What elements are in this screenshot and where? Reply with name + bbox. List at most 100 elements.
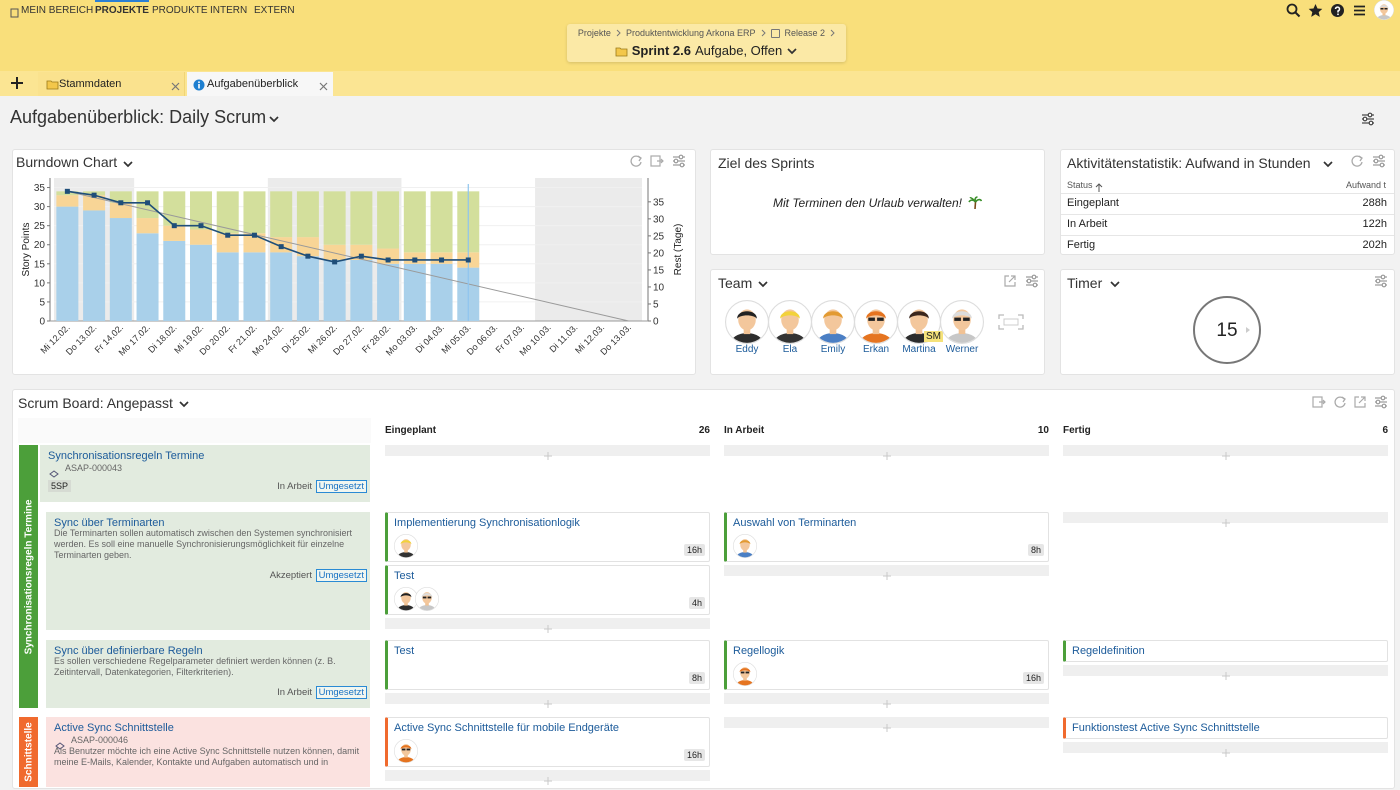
avatar[interactable]: [1374, 0, 1394, 20]
story-title[interactable]: Active Sync Schnittstelle: [54, 722, 174, 734]
tab[interactable]: Stammdaten: [38, 72, 185, 96]
help-icon[interactable]: [1330, 3, 1345, 18]
breadcrumb-item[interactable]: Release 2: [784, 28, 826, 38]
task-title[interactable]: Active Sync Schnittstelle für mobile End…: [394, 722, 620, 734]
task-card[interactable]: Regellogik 16h: [724, 640, 1049, 690]
story-card[interactable]: Synchronisationsregeln Termine ASAP-00004…: [40, 445, 370, 502]
task-card[interactable]: Regeldefinition: [1063, 640, 1388, 662]
close-tab[interactable]: [318, 79, 329, 91]
value-cell: 202h: [1362, 239, 1387, 251]
icon-part: [179, 401, 189, 408]
nav-item[interactable]: PRODUKTE: [152, 5, 208, 16]
icon-part: [968, 196, 983, 203]
nav-item[interactable]: MEIN BEREICH: [21, 5, 94, 16]
add-task[interactable]: [385, 770, 710, 785]
add-task[interactable]: [385, 445, 710, 460]
task-title[interactable]: Test: [394, 570, 415, 582]
add-tab[interactable]: [10, 76, 24, 90]
add-task[interactable]: [385, 693, 710, 708]
story-title[interactable]: Sync über definierbare Regeln: [54, 645, 203, 657]
y-tick-label: 25: [34, 221, 46, 232]
external-icon[interactable]: [1003, 274, 1017, 288]
search-icon[interactable]: [1286, 3, 1301, 18]
settings-icon[interactable]: [1372, 154, 1386, 168]
breadcrumb-item[interactable]: Projekte: [577, 28, 611, 38]
task-title[interactable]: Implementierung Synchronisationlogik: [394, 517, 580, 529]
icon-part: [397, 552, 415, 558]
member-name[interactable]: Werner: [945, 344, 979, 355]
member-name[interactable]: Emily: [820, 344, 846, 355]
page-settings[interactable]: [1361, 112, 1375, 126]
task-card[interactable]: Test 8h: [385, 640, 710, 690]
story-title[interactable]: Synchronisationsregeln Termine: [48, 450, 205, 462]
task-title[interactable]: Regeldefinition: [1072, 645, 1145, 657]
story-tag[interactable]: Umgesetzt: [315, 569, 367, 582]
fullscreen-icon[interactable]: [998, 314, 1024, 330]
task-card[interactable]: Auswahl von Terminarten 8h: [724, 512, 1049, 562]
board-tool[interactable]: [1333, 395, 1347, 409]
story-tag[interactable]: Umgesetzt: [315, 480, 367, 493]
star-icon[interactable]: [1308, 3, 1323, 18]
member-name[interactable]: Ela: [782, 344, 798, 355]
story-card[interactable]: Sync über definierbare Regeln Es sollen v…: [46, 640, 370, 708]
title-chevron[interactable]: [268, 112, 280, 124]
task-title[interactable]: Auswahl von Terminarten: [733, 517, 857, 529]
add-task[interactable]: [724, 565, 1049, 580]
stats-chevron[interactable]: [1322, 157, 1334, 169]
task-title[interactable]: Test: [394, 645, 415, 657]
icon-part: [394, 534, 418, 558]
add-task[interactable]: [1063, 742, 1388, 757]
add-task[interactable]: [385, 618, 710, 633]
add-task[interactable]: [724, 693, 1049, 708]
icon-part: [768, 300, 812, 344]
story-tag[interactable]: Umgesetzt: [315, 686, 367, 699]
add-task[interactable]: [1063, 512, 1388, 527]
team-chevron[interactable]: [757, 277, 769, 289]
task-card[interactable]: Implementierung Synchronisationlogik 16h: [385, 512, 710, 562]
icon-part: [673, 158, 679, 164]
board-tool[interactable]: [1374, 395, 1388, 409]
story-title[interactable]: Sync über Terminarten: [54, 517, 165, 529]
task-card[interactable]: Funktionstest Active Sync Schnittstelle: [1063, 717, 1388, 739]
add-task[interactable]: [724, 445, 1049, 460]
story-icon: [55, 737, 65, 750]
story-description: Als Benutzer möchte ich eine Active Sync…: [54, 746, 360, 767]
member-name[interactable]: Martina: [902, 344, 936, 355]
nav-item[interactable]: EXTERN: [254, 5, 295, 16]
board-tool[interactable]: [1353, 395, 1367, 409]
close-tab[interactable]: [170, 79, 181, 91]
task-card[interactable]: Active Sync Schnittstelle für mobile End…: [385, 717, 710, 767]
icon-part: [10, 8, 19, 18]
add-task[interactable]: [1063, 665, 1388, 680]
nav-item[interactable]: PROJEKTE: [95, 0, 149, 20]
nav-item[interactable]: INTERN: [210, 5, 248, 16]
add-task[interactable]: [1063, 445, 1388, 460]
add-task[interactable]: [724, 717, 1049, 732]
story-card[interactable]: Sync über Terminarten Die Terminarten sol…: [46, 512, 370, 630]
settings-icon[interactable]: [672, 154, 686, 168]
breadcrumb-item[interactable]: Produktentwicklung Arkona ERP: [625, 28, 756, 38]
tab[interactable]: Aufgabenüberblick: [187, 72, 333, 96]
task-card[interactable]: Test 4h: [385, 565, 710, 615]
task-hours: 16h: [683, 544, 705, 556]
refresh-icon[interactable]: [1350, 154, 1364, 168]
avatar: [394, 739, 418, 763]
timer-chevron[interactable]: [1109, 277, 1121, 289]
export-icon[interactable]: [650, 154, 664, 168]
task-title[interactable]: Funktionstest Active Sync Schnittstelle: [1072, 722, 1260, 734]
member-name[interactable]: Eddy: [735, 344, 759, 355]
icon-part: [1031, 274, 1037, 280]
sprint-name[interactable]: Sprint 2.6: [631, 43, 692, 58]
member-name[interactable]: Erkan: [862, 344, 890, 355]
board-chevron[interactable]: [178, 397, 190, 409]
board-tool[interactable]: [1312, 395, 1326, 409]
menu-icon[interactable]: [1352, 3, 1367, 18]
task-title[interactable]: Regellogik: [733, 645, 785, 657]
settings-icon[interactable]: [1374, 274, 1388, 288]
sprint-status[interactable]: Aufgabe, Offen: [695, 43, 783, 58]
settings-icon[interactable]: [1025, 274, 1039, 288]
table-header: Aufwand t: [1345, 180, 1386, 190]
story-card[interactable]: Active Sync Schnittstelle ASAP-000046 Als …: [46, 717, 370, 787]
chart-chevron[interactable]: [122, 157, 134, 169]
refresh-icon[interactable]: [629, 154, 643, 168]
